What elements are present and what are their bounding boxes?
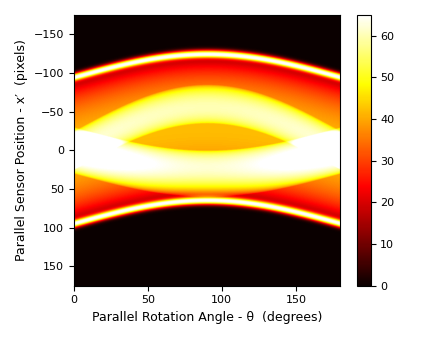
- X-axis label: Parallel Rotation Angle - θ  (degrees): Parallel Rotation Angle - θ (degrees): [92, 311, 322, 324]
- Y-axis label: Parallel Sensor Position - x′  (pixels): Parallel Sensor Position - x′ (pixels): [15, 39, 28, 261]
